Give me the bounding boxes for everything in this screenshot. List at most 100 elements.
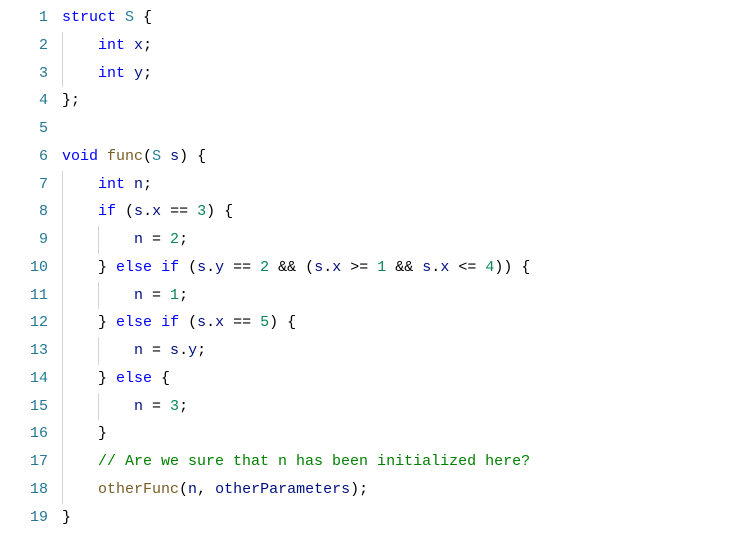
token-punc: .	[431, 259, 440, 276]
token-punc	[152, 314, 161, 331]
token-num: 1	[377, 259, 386, 276]
token-var: s	[197, 259, 206, 276]
line-number: 3	[0, 60, 48, 88]
indent	[62, 37, 98, 54]
token-var: n	[134, 287, 143, 304]
indent-guide	[62, 337, 63, 365]
token-punc: ;	[179, 231, 188, 248]
code-line: } else if (s.y == 2 && (s.x >= 1 && s.x …	[62, 254, 749, 282]
token-punc: (	[143, 148, 152, 165]
line-number: 17	[0, 448, 48, 476]
indent-guide	[62, 476, 63, 504]
token-punc: }	[98, 425, 107, 442]
token-kw: int	[98, 65, 125, 82]
token-var: x	[134, 37, 143, 54]
token-var: y	[215, 259, 224, 276]
code-line: }	[62, 420, 749, 448]
token-punc	[125, 65, 134, 82]
token-punc: }	[62, 509, 71, 526]
token-punc: )) {	[494, 259, 530, 276]
token-punc: .	[206, 259, 215, 276]
line-number: 4	[0, 87, 48, 115]
token-var: x	[440, 259, 449, 276]
indent	[62, 481, 98, 498]
token-punc: .	[206, 314, 215, 331]
code-line: n = 2;	[62, 226, 749, 254]
token-punc: .	[179, 342, 188, 359]
token-var: n	[134, 176, 143, 193]
token-punc	[125, 37, 134, 54]
token-num: 1	[170, 287, 179, 304]
token-punc: ;	[143, 65, 152, 82]
token-punc: .	[323, 259, 332, 276]
indent-guide	[62, 420, 63, 448]
token-punc: ;	[143, 37, 152, 54]
token-punc: =	[143, 231, 170, 248]
code-line: } else {	[62, 365, 749, 393]
code-line: // Are we sure that n has been initializ…	[62, 448, 749, 476]
token-punc: =	[143, 398, 170, 415]
token-num: 3	[197, 203, 206, 220]
token-fn: func	[107, 148, 143, 165]
token-var: s	[422, 259, 431, 276]
line-number: 8	[0, 198, 48, 226]
line-number: 5	[0, 115, 48, 143]
indent	[62, 259, 98, 276]
indent-guide	[62, 226, 63, 254]
indent	[62, 453, 98, 470]
token-var: x	[152, 203, 161, 220]
indent	[62, 370, 98, 387]
token-punc: &&	[386, 259, 422, 276]
indent-guide	[98, 393, 99, 421]
line-number: 13	[0, 337, 48, 365]
indent-guide	[62, 282, 63, 310]
token-var: s	[314, 259, 323, 276]
token-punc	[98, 148, 107, 165]
token-punc: {	[152, 370, 170, 387]
token-var: y	[188, 342, 197, 359]
code-line: }	[62, 504, 749, 532]
token-num: 5	[260, 314, 269, 331]
token-cmt: // Are we sure that n has been initializ…	[98, 453, 530, 470]
token-kw: int	[98, 37, 125, 54]
token-kw: else	[116, 314, 152, 331]
indent	[62, 65, 98, 82]
indent-guide	[62, 448, 63, 476]
code-line: otherFunc(n, otherParameters);	[62, 476, 749, 504]
token-kw: if	[161, 259, 179, 276]
line-number: 9	[0, 226, 48, 254]
indent	[62, 425, 98, 442]
token-kw: int	[98, 176, 125, 193]
token-fn: otherFunc	[98, 481, 179, 498]
code-line: int n;	[62, 171, 749, 199]
indent-guide	[62, 171, 63, 199]
line-number: 1	[0, 4, 48, 32]
token-punc: ;	[179, 398, 188, 415]
indent-guide	[62, 254, 63, 282]
indent-guide	[62, 32, 63, 60]
token-var: s	[197, 314, 206, 331]
token-punc: ;	[179, 287, 188, 304]
line-number: 14	[0, 365, 48, 393]
code-line: n = 3;	[62, 393, 749, 421]
line-number: 15	[0, 393, 48, 421]
line-number: 16	[0, 420, 48, 448]
line-number: 2	[0, 32, 48, 60]
token-punc: (	[179, 314, 197, 331]
line-number: 11	[0, 282, 48, 310]
token-var: otherParameters	[215, 481, 350, 498]
token-punc: ) {	[269, 314, 296, 331]
code-editor: 12345678910111213141516171819 struct S {…	[0, 0, 749, 535]
indent-guide	[62, 365, 63, 393]
token-punc: .	[143, 203, 152, 220]
token-punc	[161, 148, 170, 165]
token-punc: ) {	[206, 203, 233, 220]
token-var: x	[332, 259, 341, 276]
token-punc: {	[134, 9, 152, 26]
line-number: 10	[0, 254, 48, 282]
token-punc: ==	[224, 259, 260, 276]
token-var: n	[134, 398, 143, 415]
token-punc	[152, 259, 161, 276]
token-kw: else	[116, 370, 152, 387]
token-num: 3	[170, 398, 179, 415]
